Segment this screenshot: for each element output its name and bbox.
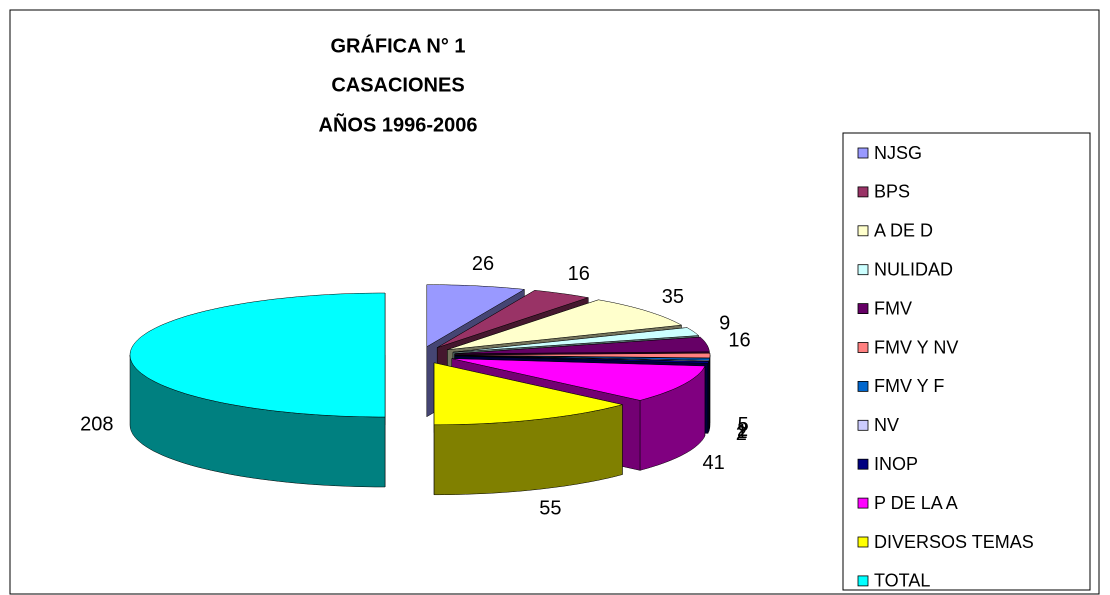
data-label: 1 xyxy=(736,421,747,443)
data-label: 26 xyxy=(472,253,494,275)
chart-title: CASACIONES xyxy=(331,74,464,96)
legend-label: INOP xyxy=(874,454,918,474)
data-label: 16 xyxy=(568,263,590,285)
legend-swatch xyxy=(857,419,869,431)
legend-label: BPS xyxy=(874,182,910,202)
legend-swatch xyxy=(857,536,869,548)
legend-label: FMV Y F xyxy=(874,376,944,396)
data-label: 9 xyxy=(719,313,730,335)
slice xyxy=(447,299,683,350)
legend-swatch xyxy=(857,147,869,159)
slice xyxy=(129,292,386,418)
slice xyxy=(437,290,589,348)
legend-swatch xyxy=(857,380,869,392)
data-label: 2 xyxy=(737,419,748,441)
legend-box xyxy=(842,132,1091,591)
slice xyxy=(454,352,711,359)
data-label: 16 xyxy=(728,329,750,351)
legend-swatch xyxy=(857,497,869,509)
data-label: 2 xyxy=(736,423,747,445)
legend-label: FMV xyxy=(874,298,912,318)
legend-label: TOTAL xyxy=(874,571,930,591)
slice xyxy=(454,355,710,364)
legend-swatch xyxy=(857,342,869,353)
legend-label: NJSG xyxy=(874,143,922,163)
legend-swatch xyxy=(857,186,869,198)
legend-swatch xyxy=(857,575,869,587)
legend-label: DIVERSOS TEMAS xyxy=(874,532,1034,552)
slice xyxy=(454,336,710,354)
slice xyxy=(452,327,700,353)
chart-title: GRÁFICA N° 1 xyxy=(330,34,465,57)
data-label: 208 xyxy=(80,413,113,435)
data-label: 35 xyxy=(662,286,684,308)
data-label: 5 xyxy=(738,414,749,436)
legend-swatch xyxy=(857,225,869,237)
data-label: 55 xyxy=(539,498,561,520)
slice xyxy=(451,358,706,401)
legend-label: A DE D xyxy=(874,221,933,241)
slice xyxy=(426,284,526,348)
slice-side xyxy=(707,360,710,435)
data-label: 41 xyxy=(703,452,725,474)
legend-label: NULIDAD xyxy=(874,259,953,279)
legend-swatch xyxy=(857,264,869,276)
legend-swatch xyxy=(857,303,869,315)
slice xyxy=(433,362,623,426)
chart-title: AÑOS 1996-2006 xyxy=(319,113,478,136)
legend-swatch xyxy=(857,458,869,470)
legend-label: P DE LA A xyxy=(874,493,958,513)
legend-label: FMV Y NV xyxy=(874,337,958,357)
legend-label: NV xyxy=(874,415,899,435)
